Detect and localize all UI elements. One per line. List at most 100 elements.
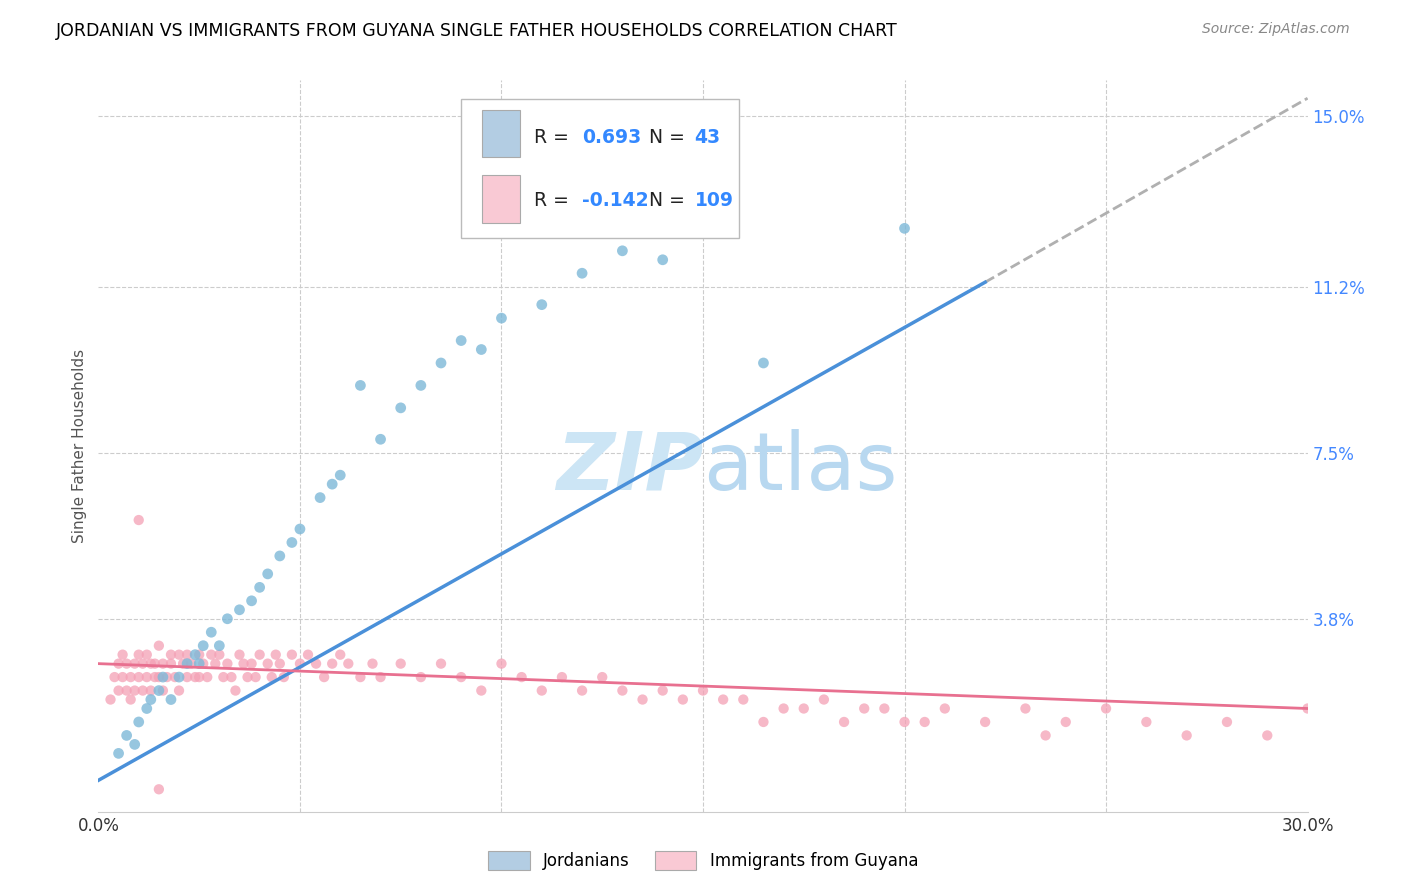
Point bbox=[389, 657, 412, 671]
Text: ZIP: ZIP bbox=[555, 429, 703, 507]
Point bbox=[813, 692, 835, 706]
Point bbox=[195, 670, 218, 684]
Point bbox=[245, 670, 267, 684]
Point bbox=[160, 692, 183, 706]
Point bbox=[124, 657, 146, 671]
Point bbox=[772, 701, 794, 715]
Point bbox=[139, 692, 162, 706]
Point bbox=[591, 670, 613, 684]
Point bbox=[1014, 701, 1036, 715]
Point bbox=[430, 657, 453, 671]
Point bbox=[934, 701, 956, 715]
Point bbox=[1095, 701, 1118, 715]
Point bbox=[974, 714, 997, 729]
Point bbox=[873, 701, 896, 715]
Point bbox=[370, 432, 392, 446]
Point bbox=[188, 670, 211, 684]
Point bbox=[148, 670, 170, 684]
Point bbox=[470, 343, 492, 357]
Point bbox=[711, 199, 734, 213]
Point bbox=[128, 714, 150, 729]
Point bbox=[188, 657, 211, 671]
Point bbox=[120, 692, 142, 706]
Point bbox=[893, 221, 915, 235]
Point bbox=[111, 648, 134, 662]
Point bbox=[1216, 714, 1239, 729]
Point bbox=[176, 657, 198, 671]
Point bbox=[853, 701, 876, 715]
Point bbox=[160, 657, 183, 671]
Point bbox=[249, 648, 271, 662]
Point bbox=[143, 670, 166, 684]
Point bbox=[200, 648, 222, 662]
Point bbox=[160, 648, 183, 662]
Point bbox=[409, 670, 432, 684]
Point bbox=[188, 648, 211, 662]
Point bbox=[321, 657, 343, 671]
Text: JORDANIAN VS IMMIGRANTS FROM GUYANA SINGLE FATHER HOUSEHOLDS CORRELATION CHART: JORDANIAN VS IMMIGRANTS FROM GUYANA SING… bbox=[56, 22, 898, 40]
Point bbox=[163, 670, 186, 684]
Point bbox=[361, 657, 384, 671]
Point bbox=[180, 657, 202, 671]
Point bbox=[143, 657, 166, 671]
Point bbox=[389, 401, 412, 415]
Point bbox=[228, 648, 250, 662]
Text: 109: 109 bbox=[695, 192, 734, 211]
Point bbox=[1054, 714, 1077, 729]
Point bbox=[450, 670, 472, 684]
Point bbox=[530, 298, 553, 312]
Point bbox=[193, 657, 215, 671]
Point bbox=[692, 683, 714, 698]
Point bbox=[139, 657, 162, 671]
Point bbox=[450, 334, 472, 348]
Point bbox=[217, 657, 239, 671]
Point bbox=[135, 701, 157, 715]
Point bbox=[167, 683, 190, 698]
Point bbox=[288, 522, 311, 536]
Point bbox=[148, 782, 170, 797]
Text: -0.142: -0.142 bbox=[582, 192, 648, 211]
FancyBboxPatch shape bbox=[482, 176, 520, 223]
Point bbox=[224, 683, 246, 698]
Point bbox=[236, 670, 259, 684]
Point bbox=[176, 670, 198, 684]
Point bbox=[297, 648, 319, 662]
Point bbox=[176, 648, 198, 662]
Point bbox=[172, 657, 194, 671]
Text: 0.693: 0.693 bbox=[582, 128, 641, 147]
Point bbox=[733, 692, 755, 706]
Point bbox=[135, 648, 157, 662]
Point bbox=[249, 580, 271, 594]
Point bbox=[914, 714, 936, 729]
Point bbox=[370, 670, 392, 684]
Point bbox=[329, 468, 352, 483]
Point bbox=[321, 477, 343, 491]
Point bbox=[135, 670, 157, 684]
Point bbox=[120, 670, 142, 684]
Point bbox=[551, 670, 574, 684]
Point bbox=[651, 252, 673, 267]
Point bbox=[204, 657, 226, 671]
Point bbox=[193, 639, 215, 653]
Point bbox=[309, 491, 332, 505]
Point bbox=[212, 670, 235, 684]
Point bbox=[711, 692, 734, 706]
Text: R =: R = bbox=[534, 192, 568, 211]
Point bbox=[115, 657, 138, 671]
Point bbox=[152, 683, 174, 698]
Point bbox=[314, 670, 336, 684]
Point bbox=[156, 670, 179, 684]
Point bbox=[612, 244, 634, 258]
Point bbox=[1256, 728, 1278, 742]
Point bbox=[115, 683, 138, 698]
Point bbox=[631, 692, 654, 706]
Point bbox=[132, 657, 155, 671]
Point bbox=[148, 683, 170, 698]
Point bbox=[240, 594, 263, 608]
Point bbox=[273, 670, 295, 684]
Point bbox=[1175, 728, 1198, 742]
FancyBboxPatch shape bbox=[461, 98, 740, 237]
Point bbox=[269, 549, 291, 563]
Point bbox=[893, 714, 915, 729]
Point bbox=[124, 738, 146, 752]
